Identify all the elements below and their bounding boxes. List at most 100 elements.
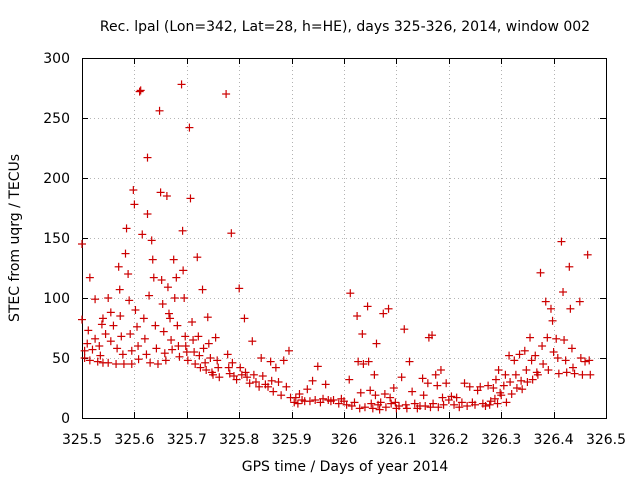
data-point	[559, 288, 568, 296]
data-point	[264, 382, 273, 391]
data-point	[484, 381, 493, 390]
data-point	[104, 294, 113, 302]
data-point	[166, 314, 175, 323]
data-point	[384, 304, 393, 313]
data-point	[255, 382, 264, 391]
data-point	[497, 391, 506, 400]
data-point	[553, 354, 562, 362]
data-point	[387, 399, 396, 408]
data-point	[279, 356, 288, 365]
data-point	[98, 314, 107, 323]
x-tick-label: 326	[331, 432, 358, 448]
data-point	[134, 342, 143, 350]
data-point	[148, 255, 157, 264]
data-point	[194, 332, 203, 341]
y-tick-label: 150	[43, 231, 70, 247]
data-point	[156, 188, 165, 197]
data-point	[402, 404, 411, 413]
data-point	[282, 382, 291, 391]
data-point	[313, 362, 322, 371]
x-tick-label: 325.6	[114, 432, 154, 448]
data-point	[188, 318, 197, 326]
x-tick-label: 326.2	[429, 432, 469, 448]
data-point	[356, 388, 365, 397]
data-point	[528, 375, 537, 384]
data-point	[334, 399, 343, 408]
data-point	[199, 344, 208, 353]
x-tick-label: 325.5	[62, 432, 102, 448]
data-point	[355, 404, 364, 413]
data-point	[241, 368, 250, 377]
data-point	[421, 402, 430, 410]
data-point	[139, 314, 148, 323]
data-point	[367, 399, 376, 408]
data-point	[182, 348, 191, 356]
data-point	[372, 339, 381, 348]
data-point	[109, 321, 118, 330]
data-point	[431, 370, 440, 379]
data-point	[133, 322, 142, 331]
data-points	[78, 80, 595, 414]
data-point	[565, 262, 574, 271]
data-point	[408, 387, 417, 396]
data-point	[465, 382, 474, 391]
data-point	[186, 194, 195, 203]
data-point	[181, 342, 190, 350]
x-tick-label: 325.7	[167, 432, 207, 448]
y-tick-label: 0	[61, 411, 70, 427]
data-point	[515, 350, 524, 359]
data-point	[222, 90, 231, 98]
data-point	[476, 382, 485, 391]
data-point	[93, 357, 102, 366]
data-point	[146, 358, 155, 367]
data-point	[531, 351, 540, 360]
data-point	[152, 344, 161, 353]
data-point	[190, 348, 199, 356]
data-point	[419, 391, 428, 400]
data-point	[303, 385, 312, 394]
data-point	[195, 351, 204, 360]
data-point	[305, 397, 314, 406]
data-point	[360, 403, 369, 412]
data-point	[257, 354, 266, 362]
data-point	[161, 356, 170, 365]
data-point	[122, 224, 131, 233]
data-point	[143, 210, 152, 218]
data-point	[450, 400, 459, 409]
data-point	[293, 399, 302, 408]
data-point	[371, 391, 380, 400]
plot-frame	[82, 58, 607, 419]
data-point	[223, 350, 232, 359]
y-axis-label: STEC from uqrg / TECUs	[7, 154, 23, 322]
data-point	[232, 375, 241, 384]
data-point	[381, 403, 390, 412]
data-point	[501, 370, 510, 379]
data-point	[183, 356, 192, 365]
data-point	[170, 294, 179, 302]
data-point	[502, 398, 511, 407]
data-point	[143, 153, 152, 162]
data-point	[249, 370, 258, 379]
data-point	[557, 237, 566, 246]
data-point	[511, 370, 520, 379]
data-point	[164, 309, 173, 318]
data-point	[101, 330, 110, 338]
data-point	[517, 376, 526, 385]
data-point	[251, 378, 260, 386]
data-point	[106, 337, 115, 346]
data-point	[124, 270, 133, 278]
x-tick-labels: 325.5 325.6 325.7 325.8 325.9 326 326.1 326.2 32…	[62, 432, 626, 448]
data-point	[560, 336, 569, 344]
y-tick-label: 250	[43, 111, 70, 127]
data-point	[173, 321, 182, 330]
data-point	[548, 316, 557, 325]
data-point	[433, 381, 442, 390]
data-point	[174, 342, 183, 350]
data-point	[215, 373, 224, 382]
data-point	[274, 378, 283, 386]
data-point	[410, 399, 419, 408]
y-tick-label: 50	[52, 351, 70, 367]
data-point	[510, 356, 519, 365]
data-point	[121, 249, 130, 258]
data-point	[486, 397, 495, 406]
